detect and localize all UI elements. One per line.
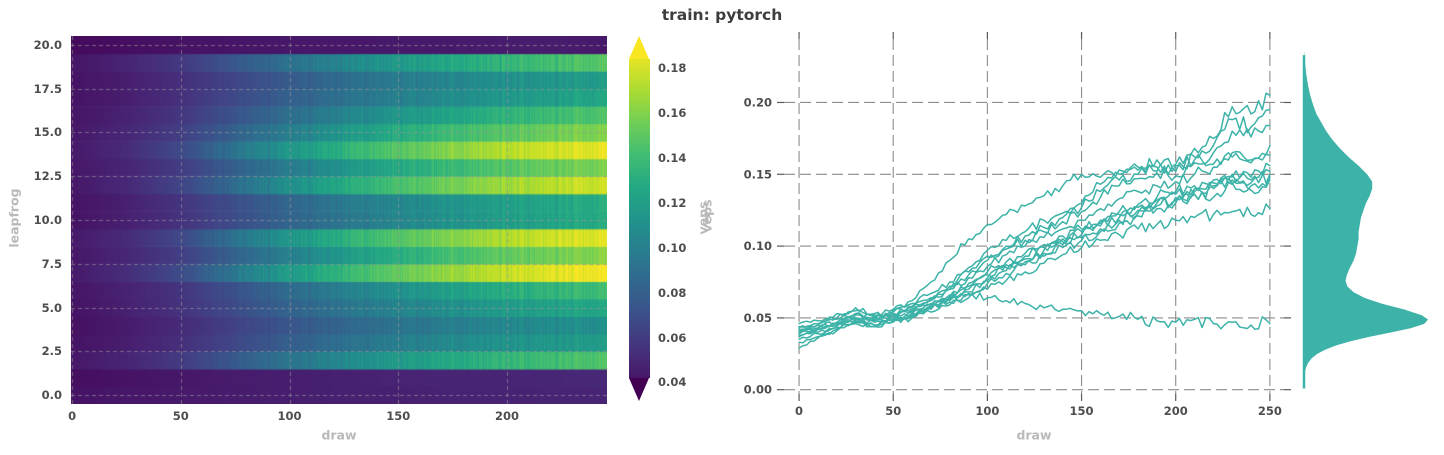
lineplot-x-tick-label: 150: [1070, 404, 1094, 418]
heatmap-yaxis-label: leapfrog: [6, 188, 22, 248]
heatmap-x-tick-label: 200: [494, 409, 519, 423]
veps-series-line: [798, 162, 1271, 330]
veps-series-line: [798, 92, 1271, 325]
colorbar-gradient: [629, 59, 650, 378]
heatmap-y-tick-label: 0.0: [41, 388, 62, 403]
heatmap-y-tick-label: 15.0: [33, 125, 62, 140]
lineplot-y-tick-label: 0.05: [744, 311, 772, 325]
colorbar-tick-label: 0.10: [658, 240, 687, 255]
lineplot-y-tick-label: 0.00: [744, 383, 772, 397]
heatmap-y-tick-label: 17.5: [33, 81, 62, 96]
heatmap-x-tick-label: 50: [172, 409, 189, 423]
figure-title: train: pytorch: [661, 6, 783, 24]
heatmap-x-tick-label: 0: [68, 409, 77, 423]
lineplot-x-tick-label: 100: [975, 404, 999, 418]
veps-series-line: [798, 152, 1271, 336]
veps-series-line: [798, 292, 1271, 349]
colorbar-tick-label: 0.06: [658, 330, 687, 345]
lineplot-x-tick-label: 0: [795, 404, 803, 418]
veps-series-line: [798, 203, 1271, 344]
heatmap-y-tick-label: 7.5: [41, 256, 62, 271]
colorbar-extend-up-arrow: [629, 36, 649, 59]
heatmap-y-tick-label: 10.0: [33, 213, 62, 227]
lineplot-x-tick-label: 200: [1164, 404, 1188, 418]
colorbar-extend-down-arrow: [629, 378, 649, 401]
lineplot-yaxis-label: veps: [699, 199, 715, 233]
veps-series-line: [798, 144, 1271, 333]
lineplot-svg: 0.00 0.05 0.10 0.15 0.20 0 50 100 150 200 250: [744, 32, 1291, 418]
kde-marginal-plot: [1302, 50, 1428, 389]
heatmap-y-tick-label: 12.5: [33, 169, 62, 184]
colorbar-tick-label: 0.04: [658, 375, 687, 390]
heatmap-y-tick-label: 5.0: [41, 300, 62, 315]
veps-series-line: [798, 170, 1271, 335]
colorbar-tick-label: 0.18: [658, 60, 687, 75]
heatmap-y-tick-label: 20.0: [33, 37, 62, 52]
lineplot-xaxis-label: draw: [1016, 427, 1052, 443]
lineplot-x-tick-label: 250: [1258, 404, 1282, 418]
heatmap-canvas: [71, 36, 607, 404]
heatmap-xaxis-label: draw: [321, 427, 357, 443]
veps-series-line: [798, 108, 1271, 328]
colorbar-tick-label: 0.08: [658, 285, 687, 300]
lineplot-y-tick-label: 0.15: [744, 167, 772, 181]
veps-series-line: [798, 168, 1271, 332]
kde-density-fill: [1304, 50, 1428, 388]
colorbar-tick-label: 0.16: [658, 105, 687, 120]
heatmap-x-tick-label: 150: [386, 409, 411, 423]
lineplot-x-tick-label: 50: [885, 404, 901, 418]
heatmap-x-tick-label: 100: [277, 409, 302, 423]
colorbar-tick-label: 0.14: [658, 150, 687, 165]
colorbar-tick-label: 0.12: [658, 195, 687, 210]
lineplot-y-tick-label: 0.20: [744, 95, 772, 109]
heatmap-y-tick-label: 2.5: [41, 344, 62, 359]
lineplot-y-tick-label: 0.10: [744, 239, 772, 253]
